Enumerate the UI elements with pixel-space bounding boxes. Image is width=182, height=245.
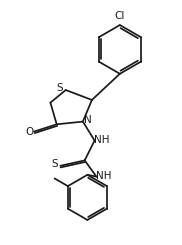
Text: O: O: [25, 126, 33, 136]
Text: S: S: [51, 159, 58, 169]
Text: N: N: [84, 115, 92, 125]
Text: NH: NH: [94, 135, 110, 145]
Text: NH: NH: [96, 171, 111, 181]
Text: Cl: Cl: [115, 11, 125, 21]
Text: S: S: [56, 83, 63, 93]
